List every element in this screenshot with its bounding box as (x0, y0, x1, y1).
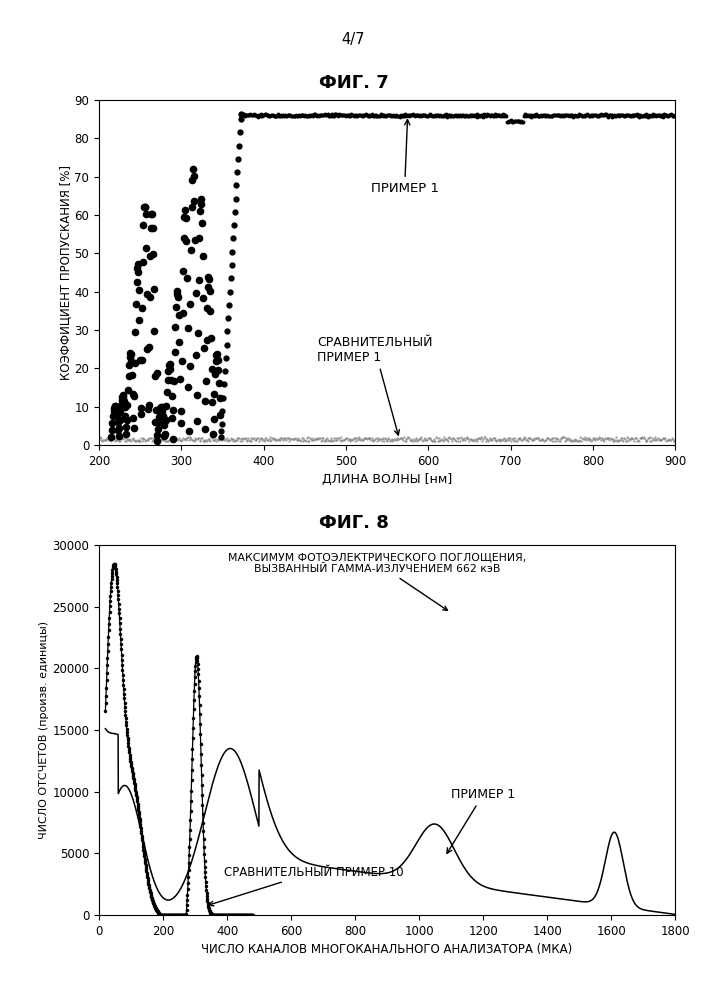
Text: СРАВНИТЕЛЬНЫЙ
ПРИМЕР 1: СРАВНИТЕЛЬНЫЙ ПРИМЕР 1 (317, 336, 433, 435)
Text: 4/7: 4/7 (341, 32, 366, 47)
Text: ПРИМЕР 1: ПРИМЕР 1 (447, 788, 515, 853)
Y-axis label: ЧИСЛО ОТСЧЕТОВ (произв. единицы): ЧИСЛО ОТСЧЕТОВ (произв. единицы) (40, 621, 49, 839)
Y-axis label: КОЭФФИЦИЕНТ ПРОПУСКАНИЯ [%]: КОЭФФИЦИЕНТ ПРОПУСКАНИЯ [%] (59, 165, 71, 380)
X-axis label: ЧИСЛО КАНАЛОВ МНОГОКАНАЛЬНОГО АНАЛИЗАТОРА (МКА): ЧИСЛО КАНАЛОВ МНОГОКАНАЛЬНОГО АНАЛИЗАТОР… (201, 943, 573, 956)
Text: ФИГ. 8: ФИГ. 8 (319, 514, 388, 532)
Text: СРАВНИТЕЛЬНЫЙ ПРИМЕР 10: СРАВНИТЕЛЬНЫЙ ПРИМЕР 10 (209, 866, 404, 906)
X-axis label: ДЛИНА ВОЛНЫ [нм]: ДЛИНА ВОЛНЫ [нм] (322, 473, 452, 486)
Text: МАКСИМУМ ФОТОЭЛЕКТРИЧЕСКОГО ПОГЛОЩЕНИЯ,
ВЫЗВАННЫЙ ГАММА-ИЗЛУЧЕНИЕМ 662 кэВ: МАКСИМУМ ФОТОЭЛЕКТРИЧЕСКОГО ПОГЛОЩЕНИЯ, … (228, 553, 527, 610)
Text: ПРИМЕР 1: ПРИМЕР 1 (370, 120, 438, 195)
Text: ФИГ. 7: ФИГ. 7 (319, 74, 388, 92)
